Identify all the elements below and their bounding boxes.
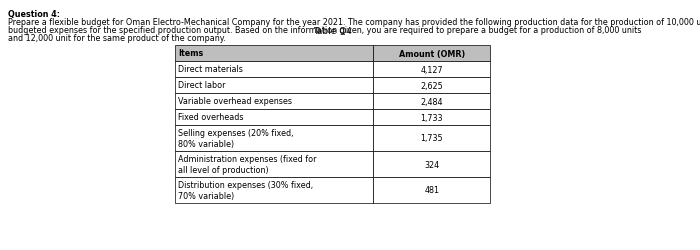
Text: 1,735: 1,735	[421, 134, 443, 143]
Text: and 12,000 unit for the same product of the company.: and 12,000 unit for the same product of …	[8, 34, 226, 43]
Bar	[374, 78, 490, 94]
Text: Direct labor: Direct labor	[178, 81, 225, 90]
Text: budgeted expenses for the specified production output. Based on the information : budgeted expenses for the specified prod…	[8, 26, 641, 35]
Text: 1,733: 1,733	[421, 113, 443, 122]
Bar	[175, 110, 374, 126]
Text: Table Q4: Table Q4	[313, 27, 352, 36]
Text: 324: 324	[424, 160, 440, 169]
Text: Administration expenses (fixed for
all level of production): Administration expenses (fixed for all l…	[178, 154, 316, 174]
Text: Distribution expenses (30% fixed,
70% variable): Distribution expenses (30% fixed, 70% va…	[178, 180, 313, 200]
Text: Amount (OMR): Amount (OMR)	[398, 49, 465, 58]
Bar	[175, 94, 374, 110]
Text: Direct materials: Direct materials	[178, 65, 243, 74]
Text: Selling expenses (20% fixed,
80% variable): Selling expenses (20% fixed, 80% variabl…	[178, 128, 293, 148]
Bar	[175, 62, 374, 78]
Bar	[175, 126, 374, 152]
Bar	[374, 126, 490, 152]
Bar	[374, 94, 490, 110]
Text: Items: Items	[178, 49, 203, 58]
Text: Prepare a flexible budget for Oman Electro-Mechanical Company for the year 2021.: Prepare a flexible budget for Oman Elect…	[8, 18, 700, 27]
Text: 2,625: 2,625	[420, 81, 443, 90]
Bar	[374, 46, 490, 62]
Bar	[175, 78, 374, 94]
Bar	[374, 110, 490, 126]
Bar	[175, 177, 374, 203]
Bar	[175, 46, 374, 62]
Text: 4,127: 4,127	[421, 65, 443, 74]
Text: 481: 481	[424, 186, 439, 195]
Text: Question 4:: Question 4:	[8, 10, 60, 19]
Text: Fixed overheads: Fixed overheads	[178, 113, 244, 122]
Bar	[175, 152, 374, 177]
Text: 2,484: 2,484	[421, 97, 443, 106]
Bar	[374, 152, 490, 177]
Bar	[374, 62, 490, 78]
Text: Variable overhead expenses: Variable overhead expenses	[178, 97, 292, 106]
Bar	[374, 177, 490, 203]
